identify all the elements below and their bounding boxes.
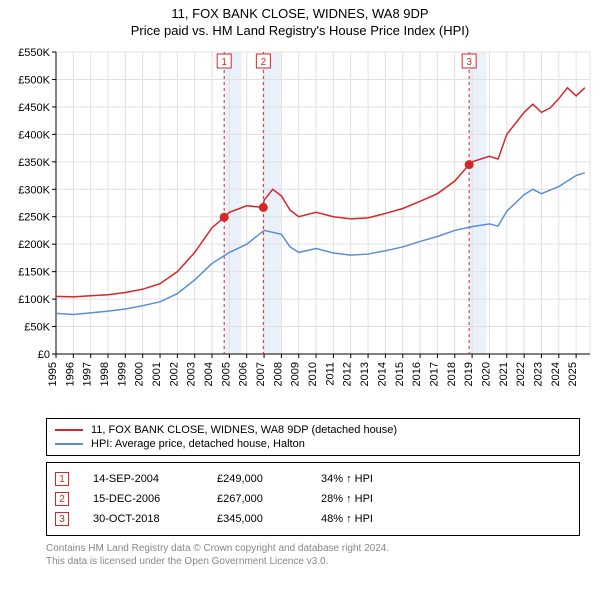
footer: Contains HM Land Registry data © Crown c…	[46, 542, 580, 568]
svg-text:1: 1	[221, 57, 227, 68]
event-row: 1 14-SEP-2004 £249,000 34% ↑ HPI	[55, 469, 571, 489]
svg-text:2004: 2004	[203, 362, 215, 386]
svg-text:£500K: £500K	[18, 74, 50, 86]
event-marker: 1	[55, 472, 69, 486]
svg-text:2009: 2009	[290, 362, 302, 386]
svg-text:1999: 1999	[116, 362, 128, 386]
event-hpi: 34% ↑ HPI	[321, 473, 571, 485]
svg-text:£400K: £400K	[18, 129, 50, 141]
event-price: £345,000	[217, 513, 297, 525]
footer-line2: This data is licensed under the Open Gov…	[46, 555, 580, 568]
svg-text:2015: 2015	[394, 362, 406, 386]
svg-text:2016: 2016	[411, 362, 423, 386]
svg-text:£350K: £350K	[18, 157, 50, 169]
svg-text:2001: 2001	[151, 362, 163, 386]
legend-row: 11, FOX BANK CLOSE, WIDNES, WA8 9DP (det…	[55, 423, 571, 437]
event-date: 15-DEC-2006	[93, 493, 193, 505]
svg-text:2020: 2020	[480, 362, 492, 386]
page-container: 11, FOX BANK CLOSE, WIDNES, WA8 9DP Pric…	[0, 0, 600, 568]
svg-text:1996: 1996	[64, 362, 76, 386]
event-row: 3 30-OCT-2018 £345,000 48% ↑ HPI	[55, 509, 571, 529]
svg-text:2011: 2011	[324, 362, 336, 386]
legend-label: HPI: Average price, detached house, Halt…	[91, 438, 305, 450]
event-price: £267,000	[217, 493, 297, 505]
event-date: 14-SEP-2004	[93, 473, 193, 485]
svg-text:2013: 2013	[359, 362, 371, 386]
svg-text:1997: 1997	[82, 362, 94, 386]
event-hpi: 48% ↑ HPI	[321, 513, 571, 525]
svg-text:£0: £0	[38, 349, 50, 361]
legend: 11, FOX BANK CLOSE, WIDNES, WA8 9DP (det…	[46, 418, 580, 456]
svg-text:£450K: £450K	[18, 102, 50, 114]
svg-text:2002: 2002	[168, 362, 180, 386]
legend-row: HPI: Average price, detached house, Halt…	[55, 437, 571, 451]
svg-text:2024: 2024	[550, 362, 562, 386]
svg-text:2012: 2012	[342, 362, 354, 386]
svg-text:2005: 2005	[220, 362, 232, 386]
svg-text:2021: 2021	[498, 362, 510, 386]
svg-text:2025: 2025	[567, 362, 579, 386]
event-date: 30-OCT-2018	[93, 513, 193, 525]
svg-text:3: 3	[466, 57, 472, 68]
svg-text:2010: 2010	[307, 362, 319, 386]
svg-text:2022: 2022	[515, 362, 527, 386]
svg-text:£50K: £50K	[24, 322, 50, 334]
svg-text:1998: 1998	[99, 362, 111, 386]
svg-text:£300K: £300K	[18, 184, 50, 196]
legend-label: 11, FOX BANK CLOSE, WIDNES, WA8 9DP (det…	[91, 424, 397, 436]
chart-svg: £0 £50K £100K £150K £200K £250K £300K £350K £400…	[0, 42, 600, 412]
footer-line1: Contains HM Land Registry data © Crown c…	[46, 542, 580, 555]
svg-text:2023: 2023	[532, 362, 544, 386]
svg-text:2014: 2014	[376, 362, 388, 386]
event-row: 2 15-DEC-2006 £267,000 28% ↑ HPI	[55, 489, 571, 509]
svg-text:2000: 2000	[134, 362, 146, 386]
title-address: 11, FOX BANK CLOSE, WIDNES, WA8 9DP	[0, 6, 600, 21]
title-block: 11, FOX BANK CLOSE, WIDNES, WA8 9DP Pric…	[0, 0, 600, 42]
svg-text:2006: 2006	[238, 362, 250, 386]
svg-text:2008: 2008	[272, 362, 284, 386]
svg-text:2017: 2017	[428, 362, 440, 386]
svg-text:2007: 2007	[255, 362, 267, 386]
svg-text:£200K: £200K	[18, 239, 50, 251]
legend-swatch	[55, 443, 83, 445]
svg-text:£100K: £100K	[18, 294, 50, 306]
events-table: 1 14-SEP-2004 £249,000 34% ↑ HPI 2 15-DEC-200…	[46, 462, 580, 536]
event-hpi: 28% ↑ HPI	[321, 493, 571, 505]
legend-swatch	[55, 429, 83, 431]
svg-text:1995: 1995	[47, 362, 59, 386]
svg-text:£250K: £250K	[18, 212, 50, 224]
svg-text:£150K: £150K	[18, 267, 50, 279]
svg-text:2: 2	[261, 57, 267, 68]
svg-text:2003: 2003	[186, 362, 198, 386]
event-marker: 2	[55, 492, 69, 506]
title-subtitle: Price paid vs. HM Land Registry's House …	[0, 23, 600, 38]
event-marker: 3	[55, 512, 69, 526]
event-price: £249,000	[217, 473, 297, 485]
svg-text:2019: 2019	[463, 362, 475, 386]
svg-text:2018: 2018	[446, 362, 458, 386]
svg-text:£550K: £550K	[18, 47, 50, 59]
chart: £0 £50K £100K £150K £200K £250K £300K £350K £400…	[0, 42, 600, 412]
